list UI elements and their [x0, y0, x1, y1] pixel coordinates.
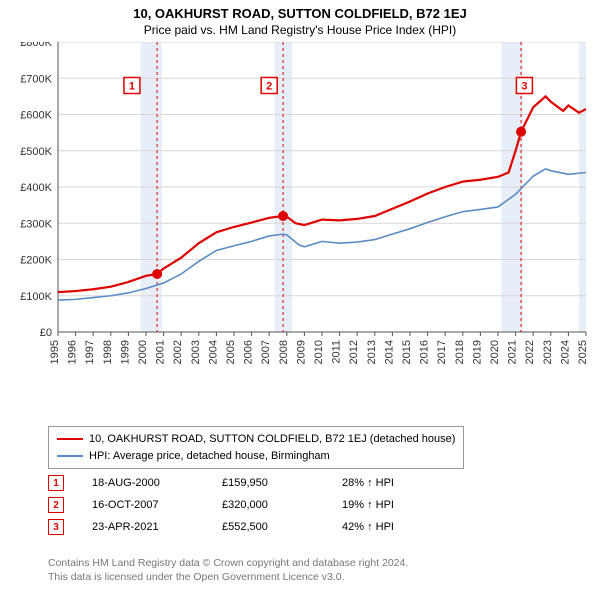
sale-marker: 2	[48, 497, 64, 513]
sale-price: £159,950	[222, 477, 342, 489]
sale-row: 3 23-APR-2021 £552,500 42% ↑ HPI	[48, 516, 394, 538]
svg-text:2004: 2004	[207, 340, 219, 364]
sale-marker: 3	[48, 519, 64, 535]
svg-text:2017: 2017	[436, 340, 448, 364]
sale-diff: 19% ↑ HPI	[342, 499, 394, 511]
svg-text:1998: 1998	[102, 340, 114, 364]
svg-text:2018: 2018	[454, 340, 466, 364]
legend-item: 10, OAKHURST ROAD, SUTTON COLDFIELD, B72…	[57, 431, 455, 448]
svg-text:£800K: £800K	[20, 42, 52, 49]
svg-text:2003: 2003	[190, 340, 202, 364]
svg-text:2011: 2011	[331, 340, 343, 364]
footer-line: This data is licensed under the Open Gov…	[48, 570, 408, 584]
legend-label: 10, OAKHURST ROAD, SUTTON COLDFIELD, B72…	[89, 431, 455, 448]
sale-price: £320,000	[222, 499, 342, 511]
svg-text:1996: 1996	[67, 340, 79, 364]
sale-date: 23-APR-2021	[92, 521, 222, 533]
svg-text:2008: 2008	[278, 340, 290, 364]
legend: 10, OAKHURST ROAD, SUTTON COLDFIELD, B72…	[48, 426, 464, 469]
chart-svg: £0 £100K £200K £300K £400K £500K £600K £700K £80…	[10, 42, 590, 382]
sale-date: 16-OCT-2007	[92, 499, 222, 511]
svg-text:2022: 2022	[524, 340, 536, 364]
svg-text:2013: 2013	[366, 340, 378, 364]
svg-text:£200K: £200K	[20, 255, 52, 267]
svg-text:2005: 2005	[225, 340, 237, 364]
chart-subtitle: Price paid vs. HM Land Registry's House …	[0, 21, 600, 41]
sale-marker: 1	[48, 475, 64, 491]
svg-text:3: 3	[521, 81, 527, 93]
svg-text:2020: 2020	[489, 340, 501, 364]
sale-row: 1 18-AUG-2000 £159,950 28% ↑ HPI	[48, 472, 394, 494]
legend-label: HPI: Average price, detached house, Birm…	[89, 448, 330, 465]
svg-text:£400K: £400K	[20, 182, 52, 194]
sale-price: £552,500	[222, 521, 342, 533]
svg-text:2009: 2009	[295, 340, 307, 364]
svg-text:£500K: £500K	[20, 146, 52, 158]
svg-text:2001: 2001	[155, 340, 167, 364]
sale-row: 2 16-OCT-2007 £320,000 19% ↑ HPI	[48, 494, 394, 516]
svg-text:£700K: £700K	[20, 73, 52, 85]
svg-text:2006: 2006	[243, 340, 255, 364]
chart-area: £0 £100K £200K £300K £400K £500K £600K £700K £80…	[10, 42, 590, 382]
legend-item: HPI: Average price, detached house, Birm…	[57, 448, 455, 465]
legend-swatch	[57, 455, 83, 457]
svg-text:2024: 2024	[559, 340, 571, 364]
svg-text:2021: 2021	[507, 340, 519, 364]
footer: Contains HM Land Registry data © Crown c…	[48, 556, 408, 584]
sales-table: 1 18-AUG-2000 £159,950 28% ↑ HPI 2 16-OC…	[48, 472, 394, 538]
svg-text:2015: 2015	[401, 340, 413, 364]
svg-text:1: 1	[129, 81, 135, 93]
chart-title: 10, OAKHURST ROAD, SUTTON COLDFIELD, B72…	[0, 0, 600, 21]
svg-text:2010: 2010	[313, 340, 325, 364]
svg-text:2: 2	[266, 81, 272, 93]
sale-date: 18-AUG-2000	[92, 477, 222, 489]
svg-text:2019: 2019	[471, 340, 483, 364]
svg-text:2023: 2023	[542, 340, 554, 364]
svg-text:£300K: £300K	[20, 218, 52, 230]
svg-text:1999: 1999	[119, 340, 131, 364]
svg-text:2007: 2007	[260, 340, 272, 364]
svg-text:2016: 2016	[419, 340, 431, 364]
chart-container: 10, OAKHURST ROAD, SUTTON COLDFIELD, B72…	[0, 0, 600, 590]
svg-text:2014: 2014	[383, 340, 395, 364]
svg-text:£600K: £600K	[20, 110, 52, 122]
sale-diff: 42% ↑ HPI	[342, 521, 394, 533]
svg-text:£100K: £100K	[20, 291, 52, 303]
svg-text:2002: 2002	[172, 340, 184, 364]
svg-text:2025: 2025	[577, 340, 589, 364]
svg-text:2012: 2012	[348, 340, 360, 364]
legend-swatch	[57, 438, 83, 440]
sale-diff: 28% ↑ HPI	[342, 477, 394, 489]
svg-text:1997: 1997	[84, 340, 96, 364]
svg-text:£0: £0	[40, 327, 52, 339]
footer-line: Contains HM Land Registry data © Crown c…	[48, 556, 408, 570]
svg-text:2000: 2000	[137, 340, 149, 364]
svg-text:1995: 1995	[49, 340, 61, 364]
